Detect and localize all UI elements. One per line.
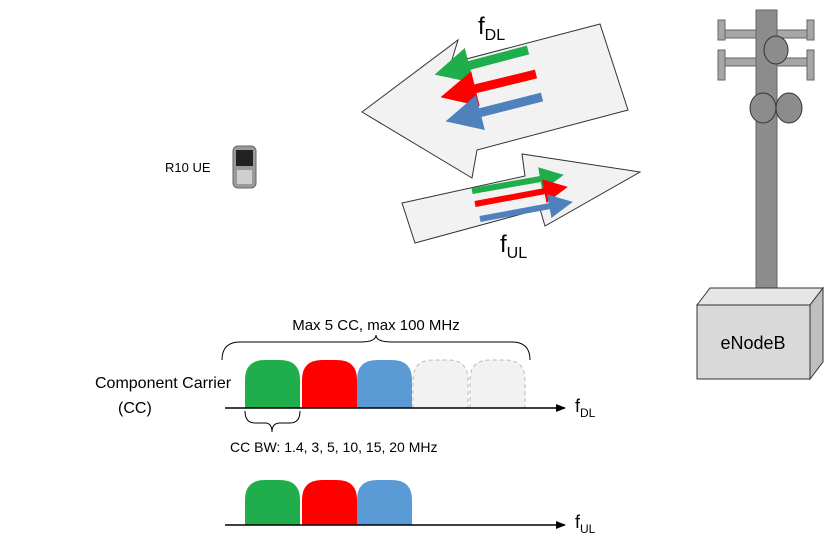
uplink-axis-label: fUL — [575, 512, 596, 536]
downlink-arrow — [362, 24, 628, 178]
label-sub: UL — [580, 522, 596, 536]
tower — [718, 10, 814, 292]
bandwidth-brace — [245, 411, 300, 432]
span-brace — [222, 335, 530, 360]
uplink-label: fUL — [500, 231, 527, 262]
diagram: fDL fUL R10 UE eNodeB Max 5 CC, max 100 … — [0, 0, 824, 536]
bandwidth-label: CC BW: 1.4, 3, 5, 10, 15, 20 MHz — [230, 439, 438, 455]
uplink-arrow — [402, 154, 640, 243]
phone-icon — [233, 146, 256, 188]
label-sub: UL — [507, 245, 528, 262]
downlink-label: fDL — [478, 13, 505, 44]
enodeb-label: eNodeB — [720, 333, 785, 353]
ue-label: R10 UE — [165, 160, 211, 175]
uplink-carriers — [245, 480, 412, 525]
downlink-carriers — [245, 360, 525, 408]
span-label: Max 5 CC, max 100 MHz — [292, 317, 460, 334]
component-carrier-abbr: (CC) — [118, 400, 152, 417]
downlink-axis-label: fDL — [575, 396, 596, 420]
component-carrier-label: Component Carrier — [95, 375, 232, 392]
label-sub: DL — [485, 27, 506, 44]
label-sub: DL — [580, 406, 596, 420]
